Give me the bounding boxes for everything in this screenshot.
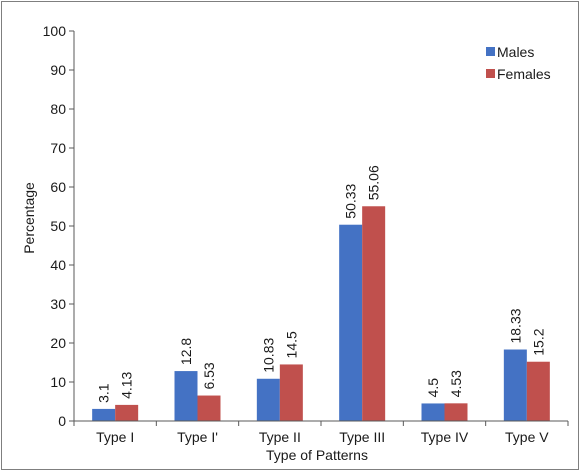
data-label: 10.83 — [260, 338, 276, 373]
data-labels: 3.1 4.13 12.8 6.53 10.83 14.5 50.33 55.06 4.5 4.5… — [96, 165, 547, 403]
x-tick-label: Type I — [96, 429, 134, 445]
bar-males — [256, 378, 280, 421]
y-tick-label: 40 — [50, 257, 66, 273]
data-label: 6.53 — [201, 362, 217, 389]
x-axis-title: Type of Patterns — [266, 447, 368, 463]
bars — [92, 206, 550, 421]
bar-males — [339, 224, 363, 421]
legend-label: Males — [497, 44, 534, 60]
y-tick-label: 30 — [50, 296, 66, 312]
legend: Males Females — [486, 44, 551, 82]
data-label: 18.33 — [507, 308, 523, 343]
data-label: 4.53 — [448, 370, 464, 397]
data-label: 14.5 — [283, 331, 299, 358]
y-tick-label: 100 — [43, 23, 67, 39]
legend-swatch — [486, 47, 495, 56]
y-tick-label: 90 — [50, 62, 66, 78]
bar-females — [526, 361, 550, 421]
axes — [73, 31, 568, 422]
bar-females — [115, 404, 139, 421]
y-tick-label: 70 — [50, 140, 66, 156]
bar-males — [503, 349, 527, 421]
x-axis-ticks: Type I Type I' Type II Type III Type IV Type … — [73, 421, 569, 445]
legend-label: Females — [497, 66, 551, 82]
y-tick-label: 20 — [50, 335, 66, 351]
y-tick-label: 10 — [50, 374, 66, 390]
data-label: 4.13 — [119, 371, 135, 398]
x-tick-label: Type III — [339, 429, 385, 445]
bar-females — [362, 206, 386, 421]
bar-females — [197, 395, 221, 421]
bar-males — [421, 403, 445, 421]
data-label: 15.2 — [530, 328, 546, 355]
y-axis-title: Percentage — [21, 182, 37, 254]
y-tick-label: 60 — [50, 179, 66, 195]
bar-males — [174, 371, 198, 421]
x-tick-label: Type V — [505, 429, 549, 445]
data-label: 55.06 — [366, 165, 382, 200]
data-label: 4.5 — [425, 378, 441, 398]
data-label: 3.1 — [96, 383, 112, 403]
y-tick-label: 0 — [58, 413, 66, 429]
bar-females — [279, 364, 303, 421]
legend-swatch — [486, 69, 495, 78]
y-tick-label: 50 — [50, 218, 66, 234]
bar-females — [444, 403, 468, 421]
x-tick-label: Type IV — [421, 429, 469, 445]
y-tick-label: 80 — [50, 101, 66, 117]
y-axis-ticks: 0 10 20 30 40 50 60 70 80 90 100 — [43, 23, 74, 429]
data-label: 12.8 — [178, 338, 194, 365]
x-tick-label: Type I' — [177, 429, 218, 445]
x-tick-label: Type II — [259, 429, 301, 445]
bar-males — [92, 408, 116, 421]
data-label: 50.33 — [343, 183, 359, 218]
